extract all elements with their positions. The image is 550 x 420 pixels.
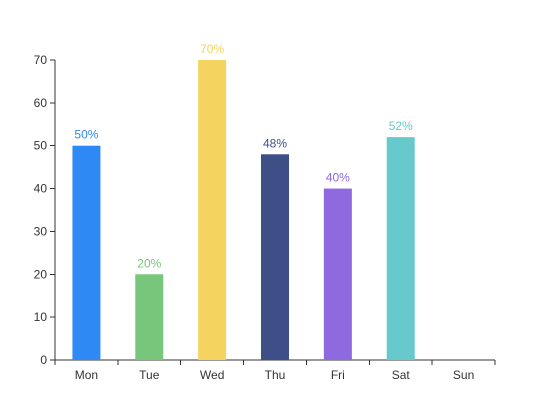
data-label-thu: 48% [263, 136, 287, 150]
y-tick-label: 20 [34, 267, 48, 281]
y-tick-label: 0 [40, 353, 47, 367]
data-label-tue: 20% [137, 256, 161, 270]
bar-tue[interactable] [135, 274, 164, 360]
bar-fri[interactable] [323, 188, 352, 360]
data-label-mon: 50% [74, 128, 98, 142]
bar-sat[interactable] [386, 137, 415, 360]
bar-mon[interactable] [72, 145, 101, 360]
x-tick-label: Wed [200, 368, 224, 382]
y-axis: 0 10 20 30 40 50 60 70 [34, 53, 56, 367]
x-tick-label: Thu [265, 368, 286, 382]
x-tick-label: Mon [75, 368, 98, 382]
data-label-fri: 40% [326, 171, 350, 185]
y-tick-label: 70 [34, 53, 48, 67]
x-tick-label: Fri [331, 368, 345, 382]
bar-wed[interactable] [198, 60, 227, 360]
x-tick-label: Tue [139, 368, 160, 382]
y-tick-label: 50 [34, 139, 48, 153]
x-tick-label: Sat [392, 368, 411, 382]
bar-thu[interactable] [261, 154, 289, 360]
x-axis: Mon Tue Wed Thu Fri Sat Sun [54, 359, 496, 382]
y-tick-label: 40 [34, 182, 48, 196]
data-label-wed: 70% [200, 42, 224, 56]
bars [72, 60, 415, 360]
y-tick-label: 10 [34, 310, 48, 324]
x-tick-label: Sun [453, 368, 474, 382]
y-tick-label: 60 [34, 96, 48, 110]
y-tick-label: 30 [34, 224, 48, 238]
data-label-sat: 52% [389, 119, 413, 133]
data-labels: 50% 20% 70% 48% 40% 52% [74, 42, 413, 270]
